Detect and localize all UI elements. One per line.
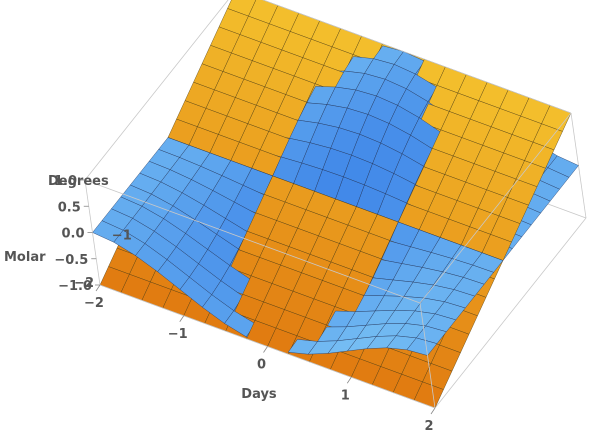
- x-tick-label: 1: [341, 388, 350, 403]
- plot-surfaces: [92, 0, 579, 409]
- x-tick-label: −1: [168, 327, 188, 342]
- axes: Days Molar Degrees −2 −1 0 1 2 −2 −1 −1.0 −0.5 0.…: [4, 174, 436, 434]
- curved-surface-patch: [406, 337, 438, 356]
- box-edge: [262, 0, 572, 114]
- x-tick-label: 0: [257, 358, 266, 373]
- z-tick-label: 0.0: [61, 227, 84, 242]
- y-tick-label: −2: [74, 276, 94, 291]
- box-edge: [419, 302, 436, 409]
- y-axis-title: Degrees: [48, 174, 109, 189]
- x-tick-label: −2: [84, 296, 104, 311]
- x-tick-label: 2: [424, 419, 433, 434]
- x-tick-mark: [95, 284, 101, 292]
- box-edge: [419, 112, 572, 304]
- x-tick-mark: [179, 315, 185, 322]
- x-axis-title: Days: [241, 387, 277, 402]
- box-edge: [434, 217, 587, 409]
- x-tick-mark: [263, 346, 268, 353]
- z-tick-label: −0.5: [54, 253, 88, 268]
- x-tick-mark: [430, 407, 436, 415]
- z-tick-label: 1.0: [54, 174, 77, 189]
- x-tick-mark: [346, 377, 352, 384]
- z-axis-title: Molar: [4, 250, 46, 265]
- box-edge: [84, 0, 229, 181]
- z-tick-label: −1.0: [58, 279, 92, 294]
- box-edge: [84, 179, 421, 304]
- y-tick-label: −1: [112, 229, 132, 244]
- z-tick-label: 0.5: [58, 200, 81, 215]
